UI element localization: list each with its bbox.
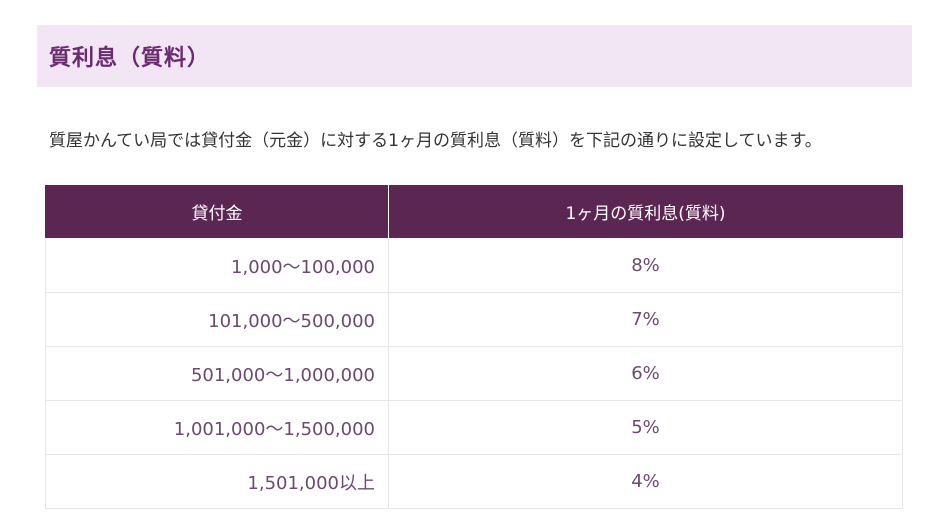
loan-amount-cell: 101,000～500,000: [45, 292, 389, 347]
table-row: 1,000～100,000 8%: [45, 238, 903, 293]
table-header-row: 貸付金 1ヶ月の質利息(質料): [45, 185, 903, 239]
intro-text: 質屋かんてい局では貸付金（元金）に対する1ヶ月の質利息（質料）を下記の通りに設定…: [49, 131, 822, 151]
interest-rate-cell: 8%: [388, 238, 903, 293]
table-row: 501,000～1,000,000 6%: [45, 346, 903, 401]
loan-amount-cell: 501,000～1,000,000: [45, 346, 389, 401]
section-title: 質利息（質料）: [49, 46, 211, 71]
loan-amount-cell: 1,501,000以上: [45, 454, 389, 509]
header-monthly-interest: 1ヶ月の質利息(質料): [388, 185, 903, 239]
interest-rate-cell: 4%: [388, 454, 903, 509]
table-row: 101,000～500,000 7%: [45, 292, 903, 347]
interest-rate-cell: 7%: [388, 292, 903, 347]
section-heading-bar: 質利息（質料）: [37, 25, 912, 87]
loan-amount-cell: 1,001,000～1,500,000: [45, 400, 389, 455]
table-row: 1,001,000～1,500,000 5%: [45, 400, 903, 455]
interest-rate-table: 貸付金 1ヶ月の質利息(質料) 1,000～100,000 8% 101,000…: [45, 185, 903, 509]
loan-amount-cell: 1,000～100,000: [45, 238, 389, 293]
interest-rate-cell: 5%: [388, 400, 903, 455]
interest-rate-cell: 6%: [388, 346, 903, 401]
table-row: 1,501,000以上 4%: [45, 454, 903, 509]
header-loan-amount: 貸付金: [45, 185, 389, 239]
